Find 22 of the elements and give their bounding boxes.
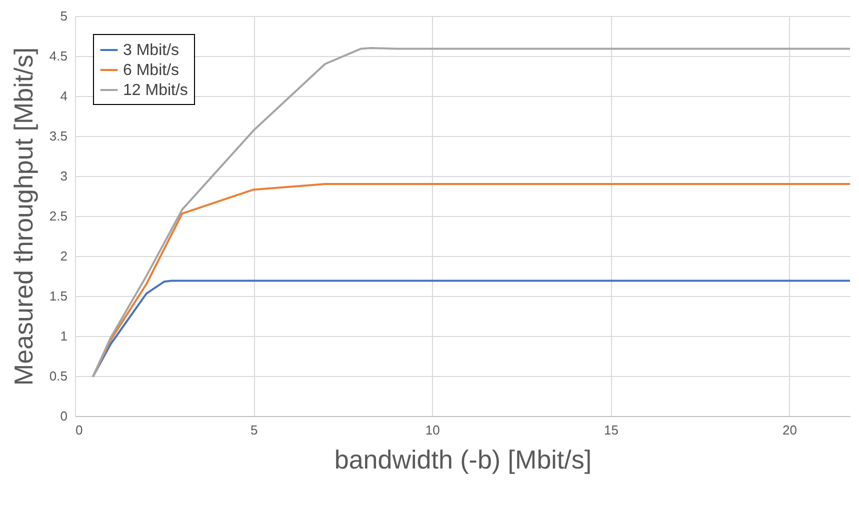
y-tick-label: 1	[60, 328, 68, 344]
line-series	[92, 280, 850, 378]
y-tick-label: 2.5	[49, 208, 68, 224]
x-tick-label: 20	[782, 422, 798, 438]
y-tick-label: 3.5	[49, 128, 68, 144]
y-axis-title: Measured throughput [Mbit/s]	[8, 47, 38, 386]
x-tick-label: 15	[604, 422, 618, 438]
legend-label: 3 Mbit/s	[123, 42, 180, 59]
y-tick-label: 1.5	[49, 288, 68, 304]
y-tick-label: 4.5	[49, 48, 68, 64]
x-tick-label: 10	[425, 422, 440, 438]
y-tick-label: 0	[60, 408, 68, 424]
legend-label: 12 Mbit/s	[123, 82, 188, 99]
x-tick-label: 5	[250, 422, 258, 438]
x-tick-label: 0	[76, 422, 83, 438]
y-tick-label: 2	[60, 248, 68, 264]
y-tick-label: 0.5	[49, 368, 68, 384]
y-tick-label: 5	[60, 8, 68, 24]
y-tick-label: 4	[60, 88, 68, 104]
y-tick-label: 3	[60, 168, 68, 184]
legend-label: 6 Mbit/s	[123, 62, 180, 79]
x-axis-title: bandwidth (-b) [Mbit/s]	[334, 444, 592, 474]
